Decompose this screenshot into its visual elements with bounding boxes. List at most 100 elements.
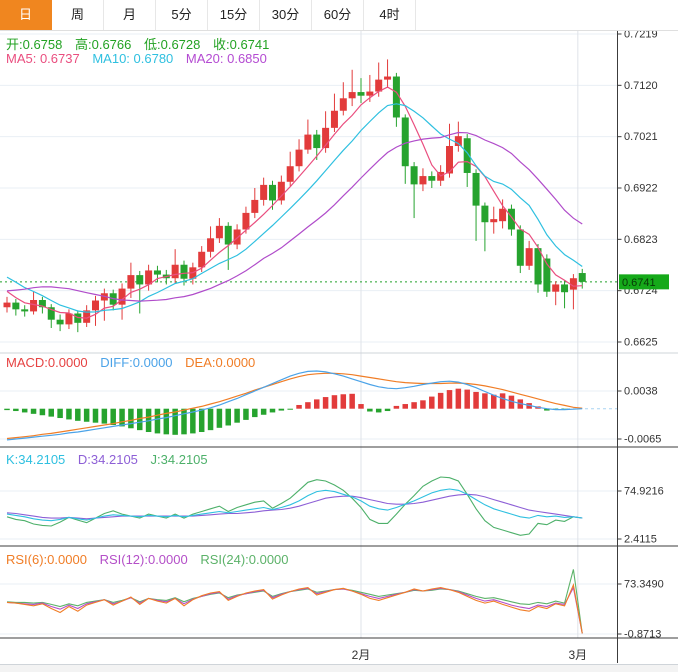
tab-60min[interactable]: 60分 — [312, 0, 364, 30]
ma10-value: MA10: 0.6780 — [92, 51, 174, 66]
macd-hist-bar — [429, 396, 435, 409]
candle-body — [525, 248, 533, 266]
k-value: K:34.2105 — [6, 452, 66, 467]
axis-tick-label: 0.6922 — [624, 183, 658, 195]
macd-hist-bar — [340, 394, 347, 409]
diff-line — [6, 370, 583, 441]
macd-hist-bar — [13, 408, 19, 412]
candle-body — [392, 76, 400, 118]
tab-30min[interactable]: 30分 — [260, 0, 312, 30]
candle-body — [304, 134, 312, 150]
axis-tick-label: -0.0065 — [624, 434, 661, 446]
macd-hist-bar — [491, 394, 497, 409]
ma5-value: MA5: 0.6737 — [6, 51, 80, 66]
macd-hist-bar — [544, 408, 550, 411]
macd-hist-bar — [243, 408, 249, 420]
candle-body — [215, 225, 223, 239]
candle-body — [47, 307, 55, 320]
macd-hist-bar — [349, 393, 355, 409]
tab-daily[interactable]: 日 — [0, 0, 52, 30]
candle-body — [507, 208, 515, 230]
tab-4hour[interactable]: 4时 — [364, 0, 416, 30]
candle-body — [145, 270, 153, 285]
x-axis-label: 3月 — [568, 648, 587, 662]
macd-hist-bar — [66, 408, 72, 420]
candle-body — [242, 212, 250, 230]
open-value: 开:0.6758 — [6, 37, 63, 52]
candle-body — [322, 127, 330, 149]
candle-body — [136, 275, 144, 285]
candle-body — [428, 176, 436, 181]
candle-body — [74, 313, 82, 323]
tab-monthly[interactable]: 月 — [104, 0, 156, 30]
candle-body — [180, 264, 188, 279]
macd-hist-bar — [269, 408, 276, 413]
candle-body — [260, 184, 268, 200]
candle-body — [561, 284, 569, 293]
macd-hist-bar — [252, 408, 258, 418]
low-value: 低:0.6728 — [144, 37, 201, 52]
macd-hist-bar — [455, 388, 462, 409]
candle-body — [357, 92, 365, 96]
candle-body — [454, 136, 462, 146]
macd-value: MACD:0.0000 — [6, 355, 88, 370]
candle-body — [472, 172, 480, 206]
macd-hist-bar — [420, 400, 426, 409]
macd-legend: MACD:0.0000 DIFF:0.0000 DEA:0.0000 — [6, 355, 264, 370]
macd-hist-bar — [110, 408, 116, 426]
axis-tick-label: 73.3490 — [624, 579, 664, 591]
candle-body — [65, 313, 73, 325]
macd-hist-bar — [48, 408, 54, 417]
candle-body — [269, 184, 276, 201]
candle-body — [490, 219, 498, 223]
candle-body — [401, 117, 409, 167]
macd-hist-bar — [367, 408, 373, 412]
macd-hist-bar — [57, 408, 63, 419]
candle-body — [21, 309, 29, 312]
axis-tick-label: 0.7021 — [624, 131, 658, 143]
axis-tick-label: -0.8713 — [624, 629, 661, 641]
kdj-legend: K:34.2105 D:34.2105 J:34.2105 — [6, 452, 217, 467]
macd-hist-bar — [393, 405, 400, 409]
macd-hist-bar — [287, 408, 293, 410]
macd-hist-bar — [30, 408, 37, 414]
candle-body — [92, 300, 99, 311]
current-price-badge-label: 0.6741 — [622, 277, 656, 289]
x-axis-label: 2月 — [352, 648, 371, 662]
macd-hist-bar — [181, 408, 187, 435]
macd-hist-bar — [83, 408, 90, 422]
diff-value: DIFF:0.0000 — [100, 355, 173, 370]
candle-body — [481, 205, 489, 223]
tab-5min[interactable]: 5分 — [156, 0, 208, 30]
macd-hist-bar — [296, 404, 302, 409]
candle-body — [295, 149, 303, 167]
candle-body — [286, 166, 294, 182]
dea-value: DEA:0.0000 — [185, 355, 256, 370]
macd-hist-bar — [75, 408, 81, 421]
candle-body — [384, 76, 392, 80]
axis-tick-label: 0.7120 — [624, 80, 658, 92]
candle-body — [463, 138, 471, 173]
candle-body — [207, 238, 215, 252]
candle-body — [578, 273, 586, 282]
macd-hist-bar — [260, 408, 267, 415]
candle-body — [38, 300, 46, 308]
macd-hist-bar — [358, 404, 364, 409]
macd-hist-bar — [499, 393, 506, 409]
macd-hist-bar — [305, 402, 311, 409]
candle-body — [446, 146, 453, 174]
candle-body — [410, 166, 418, 185]
chart-canvas[interactable]: 2月 3月0.72190.71200.70210.69220.68230.6724… — [0, 31, 678, 665]
rsi6-line — [6, 582, 583, 634]
ma5-line — [6, 86, 583, 319]
candle-body — [3, 302, 11, 308]
macd-hist-bar — [119, 408, 125, 427]
candle-body — [552, 284, 560, 292]
tab-15min[interactable]: 15分 — [208, 0, 260, 30]
candle-body — [12, 302, 20, 310]
rsi-legend: RSI(6):0.0000 RSI(12):0.0000 RSI(24):0.0… — [6, 552, 298, 567]
rsi12-value: RSI(12):0.0000 — [99, 552, 188, 567]
tab-weekly[interactable]: 周 — [52, 0, 104, 30]
macd-hist-bar — [154, 408, 161, 434]
